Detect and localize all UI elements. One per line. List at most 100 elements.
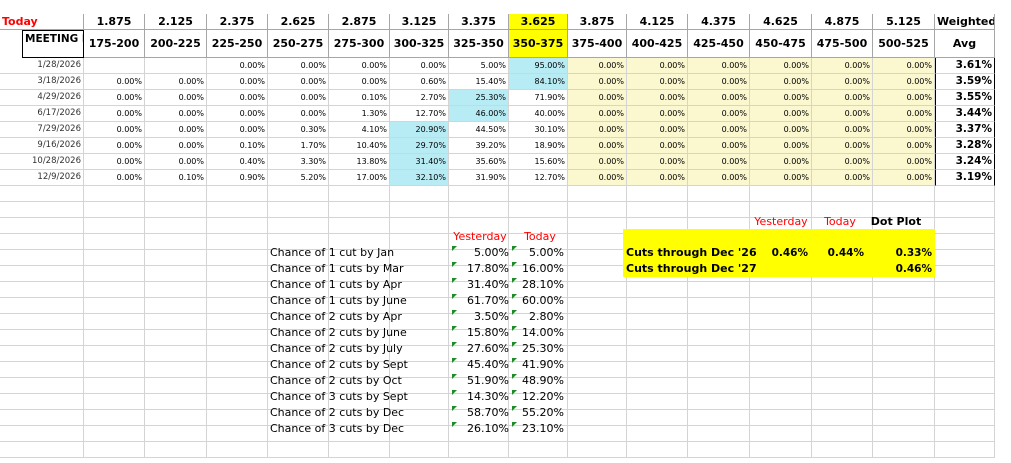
- empty-cell[interactable]: [873, 410, 935, 426]
- empty-cell[interactable]: [750, 426, 812, 442]
- meeting-date-cell[interactable]: 3/18/2026: [0, 74, 84, 90]
- empty-cell[interactable]: [329, 250, 390, 266]
- probability-cell[interactable]: 0.00%: [688, 122, 750, 138]
- empty-cell[interactable]: [0, 346, 84, 362]
- empty-cell[interactable]: [207, 202, 268, 218]
- probability-cell[interactable]: 0.00%: [568, 138, 627, 154]
- empty-cell[interactable]: [84, 362, 145, 378]
- probability-cell[interactable]: 0.00%: [207, 90, 268, 106]
- meeting-date-header[interactable]: MEETING DATE: [22, 30, 84, 58]
- empty-cell[interactable]: [812, 426, 873, 442]
- empty-cell[interactable]: [145, 330, 207, 346]
- probability-cell[interactable]: 0.00%: [873, 90, 935, 106]
- probability-cell[interactable]: 0.00%: [873, 74, 935, 90]
- empty-cell[interactable]: [145, 314, 207, 330]
- probability-cell[interactable]: 0.00%: [145, 90, 207, 106]
- empty-cell[interactable]: [627, 186, 688, 202]
- empty-cell[interactable]: [509, 410, 568, 426]
- chance-label[interactable]: Chance of 1 cut by Jan: [270, 246, 395, 259]
- empty-cell[interactable]: [750, 362, 812, 378]
- probability-cell[interactable]: 0.00%: [84, 74, 145, 90]
- empty-cell[interactable]: [935, 362, 995, 378]
- probability-cell[interactable]: 39.20%: [449, 138, 509, 154]
- empty-cell[interactable]: [568, 282, 627, 298]
- empty-cell[interactable]: [812, 314, 873, 330]
- empty-cell[interactable]: [812, 410, 873, 426]
- probability-cell[interactable]: 95.00%: [509, 58, 568, 74]
- empty-cell[interactable]: [390, 202, 449, 218]
- probability-cell[interactable]: 0.00%: [207, 58, 268, 74]
- empty-cell[interactable]: [568, 378, 627, 394]
- empty-cell[interactable]: [268, 298, 329, 314]
- chance-yesterday-value[interactable]: 58.70%: [467, 406, 509, 419]
- empty-cell[interactable]: [329, 314, 390, 330]
- empty-cell[interactable]: [84, 298, 145, 314]
- empty-cell[interactable]: [268, 378, 329, 394]
- probability-cell[interactable]: 0.00%: [268, 74, 329, 90]
- empty-cell[interactable]: [390, 362, 449, 378]
- probability-cell[interactable]: 0.10%: [207, 138, 268, 154]
- chance-today-value[interactable]: 60.00%: [522, 294, 564, 307]
- empty-cell[interactable]: [84, 314, 145, 330]
- range-header-12[interactable]: 475-500: [812, 30, 873, 58]
- empty-cell[interactable]: [84, 282, 145, 298]
- empty-cell[interactable]: [568, 426, 627, 442]
- empty-cell[interactable]: [935, 202, 995, 218]
- empty-cell[interactable]: [935, 410, 995, 426]
- empty-cell[interactable]: [449, 410, 509, 426]
- range-header-10[interactable]: 425-450: [688, 30, 750, 58]
- empty-cell[interactable]: [268, 218, 329, 234]
- empty-cell[interactable]: [449, 314, 509, 330]
- empty-cell[interactable]: [449, 442, 509, 458]
- empty-cell[interactable]: [568, 330, 627, 346]
- empty-cell[interactable]: [750, 298, 812, 314]
- empty-cell[interactable]: [627, 202, 688, 218]
- probability-cell[interactable]: 0.00%: [390, 58, 449, 74]
- empty-cell[interactable]: [509, 346, 568, 362]
- probability-cell[interactable]: 0.00%: [688, 138, 750, 154]
- empty-cell[interactable]: [935, 346, 995, 362]
- probability-cell[interactable]: 0.00%: [568, 58, 627, 74]
- empty-cell[interactable]: [812, 346, 873, 362]
- empty-cell[interactable]: [627, 330, 688, 346]
- empty-cell[interactable]: [449, 266, 509, 282]
- empty-cell[interactable]: [873, 394, 935, 410]
- empty-cell[interactable]: [449, 362, 509, 378]
- empty-cell[interactable]: [145, 298, 207, 314]
- probability-cell[interactable]: [84, 58, 145, 74]
- weighted-avg-cell[interactable]: 3.28%: [935, 138, 995, 154]
- chance-label[interactable]: Chance of 2 cuts by Oct: [270, 374, 402, 387]
- empty-cell[interactable]: [627, 378, 688, 394]
- meeting-date-cell[interactable]: 4/29/2026: [0, 90, 84, 106]
- empty-cell[interactable]: [268, 362, 329, 378]
- cuts-today-value[interactable]: 0.44%: [827, 247, 864, 259]
- probability-cell[interactable]: 31.90%: [449, 170, 509, 186]
- empty-cell[interactable]: [449, 202, 509, 218]
- empty-cell[interactable]: [390, 234, 449, 250]
- empty-cell[interactable]: [0, 394, 84, 410]
- probability-cell[interactable]: 0.00%: [627, 154, 688, 170]
- empty-cell[interactable]: [509, 202, 568, 218]
- empty-cell[interactable]: [145, 362, 207, 378]
- empty-cell[interactable]: [935, 298, 995, 314]
- rate-header-8[interactable]: 3.875: [568, 14, 627, 30]
- empty-cell[interactable]: [390, 314, 449, 330]
- empty-cell[interactable]: [329, 202, 390, 218]
- probability-cell[interactable]: 0.00%: [750, 58, 812, 74]
- chance-today-value[interactable]: 25.30%: [522, 342, 564, 355]
- chance-label[interactable]: Chance of 2 cuts by Dec: [270, 406, 405, 419]
- probability-cell[interactable]: 0.00%: [873, 122, 935, 138]
- weighted-avg-cell[interactable]: 3.59%: [935, 74, 995, 90]
- empty-cell[interactable]: [449, 218, 509, 234]
- rate-header-0[interactable]: 1.875: [84, 14, 145, 30]
- chance-today-value[interactable]: 48.90%: [522, 374, 564, 387]
- empty-cell[interactable]: [688, 378, 750, 394]
- empty-cell[interactable]: [0, 442, 84, 458]
- empty-cell[interactable]: [84, 250, 145, 266]
- empty-cell[interactable]: [145, 250, 207, 266]
- probability-cell[interactable]: 0.00%: [627, 170, 688, 186]
- meeting-date-cell[interactable]: 9/16/2026: [0, 138, 84, 154]
- range-header-6[interactable]: 325-350: [449, 30, 509, 58]
- meeting-date-cell[interactable]: 10/28/2026: [0, 154, 84, 170]
- probability-cell[interactable]: 25.30%: [449, 90, 509, 106]
